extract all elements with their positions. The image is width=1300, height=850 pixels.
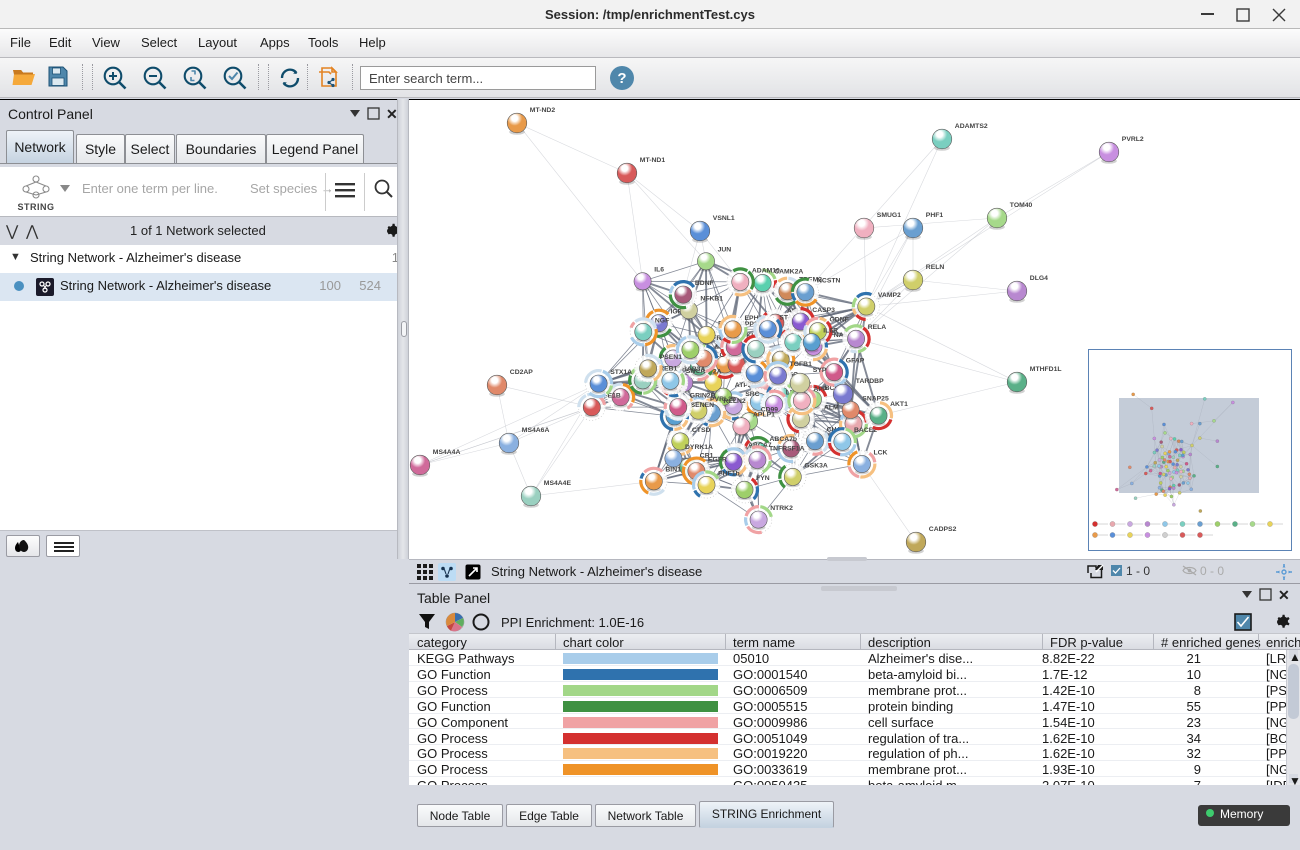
svg-text:IL6R: IL6R bbox=[823, 328, 838, 335]
svg-text:RELN: RELN bbox=[926, 264, 945, 271]
svg-text:TNFRSF1A: TNFRSF1A bbox=[769, 445, 805, 452]
svg-text:TOM40: TOM40 bbox=[1010, 202, 1033, 209]
svg-text:MS4A4E: MS4A4E bbox=[544, 480, 572, 487]
svg-text:TGFB1: TGFB1 bbox=[790, 361, 812, 368]
svg-text:SMUG1: SMUG1 bbox=[877, 212, 901, 219]
svg-text:CTSD: CTSD bbox=[692, 427, 711, 434]
svg-text:PHF1b: PHF1b bbox=[718, 470, 740, 477]
svg-text:MTHFD1L: MTHFD1L bbox=[1030, 366, 1062, 373]
svg-text:SYP: SYP bbox=[813, 367, 827, 374]
svg-text:APP: APP bbox=[814, 386, 828, 393]
svg-text:ADAM10: ADAM10 bbox=[752, 267, 780, 274]
svg-text:MT-ND1: MT-ND1 bbox=[640, 157, 666, 164]
svg-text:NGF: NGF bbox=[655, 317, 669, 324]
svg-text:AKT1: AKT1 bbox=[890, 401, 908, 408]
svg-text:CADPS2: CADPS2 bbox=[929, 526, 957, 533]
svg-text:APLP1: APLP1 bbox=[753, 412, 775, 419]
svg-text:BIN1: BIN1 bbox=[665, 467, 681, 474]
svg-text:GRIN2B: GRIN2B bbox=[690, 393, 716, 400]
svg-text:PVRL2: PVRL2 bbox=[1122, 136, 1144, 143]
svg-text:GDNF: GDNF bbox=[830, 317, 849, 324]
svg-text:GSK3A: GSK3A bbox=[804, 462, 828, 469]
svg-text:VAMP2: VAMP2 bbox=[878, 292, 901, 299]
svg-text:PSEN1: PSEN1 bbox=[660, 354, 683, 361]
svg-text:SNAP25: SNAP25 bbox=[862, 395, 889, 402]
svg-text:VSNL1: VSNL1 bbox=[713, 215, 735, 222]
svg-text:JUN: JUN bbox=[718, 247, 732, 254]
svg-text:ABCA7b: ABCA7b bbox=[770, 436, 798, 443]
svg-text:DYRK1A: DYRK1A bbox=[685, 444, 713, 451]
svg-text:MS4A6A: MS4A6A bbox=[522, 427, 550, 434]
svg-text:✕: ✕ bbox=[1278, 588, 1290, 602]
svg-text:MS4A4A: MS4A4A bbox=[433, 449, 461, 456]
svg-text:MT-ND2: MT-ND2 bbox=[530, 107, 556, 114]
svg-text:CASP3: CASP3 bbox=[812, 307, 835, 314]
svg-text:NTRK2: NTRK2 bbox=[770, 505, 793, 512]
svg-text:PHF1: PHF1 bbox=[926, 212, 944, 219]
svg-text:STX1A: STX1A bbox=[610, 369, 632, 376]
svg-text:✕: ✕ bbox=[386, 107, 398, 121]
svg-text:?: ? bbox=[617, 70, 626, 87]
svg-text:LCK: LCK bbox=[874, 449, 888, 456]
svg-text:RELA: RELA bbox=[868, 324, 887, 331]
svg-text:NCSTN: NCSTN bbox=[817, 278, 841, 285]
svg-text:EGFR: EGFR bbox=[708, 457, 727, 464]
svg-text:RAB3A: RAB3A bbox=[682, 366, 706, 373]
svg-text:CD2AP: CD2AP bbox=[510, 369, 534, 376]
svg-text:IL6: IL6 bbox=[654, 267, 664, 274]
svg-text:BDNF: BDNF bbox=[695, 280, 714, 287]
svg-text:SRC: SRC bbox=[745, 391, 759, 398]
svg-text:ADAMTS2: ADAMTS2 bbox=[955, 123, 988, 130]
svg-text:TARDBP: TARDBP bbox=[856, 378, 884, 385]
svg-text:GFAP: GFAP bbox=[846, 358, 865, 365]
svg-text:DLG4: DLG4 bbox=[1030, 275, 1048, 282]
svg-text:FYN: FYN bbox=[756, 475, 770, 482]
svg-text:NFKB1: NFKB1 bbox=[700, 296, 723, 303]
